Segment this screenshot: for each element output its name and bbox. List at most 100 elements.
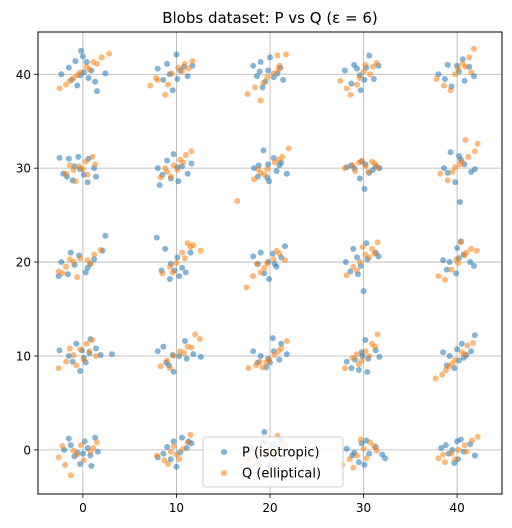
- data-point: [276, 162, 283, 169]
- data-point: [58, 259, 65, 266]
- data-point: [190, 351, 197, 358]
- data-point: [154, 348, 161, 355]
- data-point: [354, 65, 360, 72]
- data-point: [432, 375, 439, 382]
- data-point: [470, 339, 476, 346]
- data-point: [470, 45, 477, 52]
- data-point: [164, 444, 171, 451]
- data-point: [343, 358, 350, 365]
- data-point: [362, 61, 369, 68]
- data-point: [444, 177, 451, 184]
- data-point: [252, 362, 259, 369]
- data-point: [366, 352, 373, 359]
- data-point: [468, 348, 475, 355]
- data-point: [278, 340, 285, 347]
- data-point: [85, 75, 92, 82]
- data-point: [341, 365, 348, 372]
- data-point: [341, 67, 348, 74]
- data-point: [347, 91, 354, 98]
- data-point: [355, 367, 362, 374]
- data-point: [471, 148, 478, 155]
- data-point: [188, 344, 195, 351]
- data-point: [354, 452, 360, 459]
- data-point: [458, 340, 465, 347]
- data-point: [435, 273, 442, 280]
- data-point: [350, 245, 357, 252]
- data-point: [176, 273, 183, 280]
- data-point: [361, 185, 368, 192]
- y-tick-label: 30: [16, 162, 31, 176]
- data-point: [179, 249, 186, 256]
- data-point: [269, 335, 276, 342]
- legend-marker-q: [221, 470, 227, 476]
- data-point: [165, 460, 172, 467]
- data-point: [66, 256, 73, 263]
- data-point: [78, 442, 85, 449]
- data-point: [359, 352, 366, 359]
- data-point: [362, 163, 369, 170]
- data-point: [185, 65, 192, 72]
- data-point: [93, 60, 100, 67]
- data-point: [55, 454, 62, 461]
- data-point: [363, 240, 370, 247]
- data-point: [264, 260, 271, 266]
- data-point: [350, 263, 357, 270]
- data-point: [257, 97, 264, 104]
- data-point: [257, 269, 264, 276]
- data-point: [74, 82, 81, 89]
- data-point: [175, 64, 182, 71]
- data-point: [250, 62, 257, 69]
- data-point: [88, 462, 95, 469]
- data-point: [461, 351, 468, 358]
- data-point: [360, 288, 367, 295]
- data-point: [174, 254, 181, 261]
- data-point: [164, 157, 171, 164]
- data-point: [159, 270, 166, 277]
- data-point: [176, 352, 183, 359]
- data-point: [74, 451, 81, 458]
- data-point: [441, 75, 448, 82]
- data-point: [360, 445, 367, 452]
- data-point: [448, 450, 455, 457]
- data-point: [179, 264, 186, 271]
- data-point: [179, 434, 186, 441]
- data-point: [87, 260, 94, 267]
- data-point: [471, 166, 478, 173]
- data-point: [264, 74, 271, 81]
- data-point: [89, 337, 96, 343]
- data-point: [265, 161, 272, 168]
- data-point: [449, 360, 456, 367]
- data-point: [257, 59, 264, 66]
- data-point: [77, 255, 84, 262]
- data-point: [164, 357, 171, 364]
- data-point: [70, 352, 77, 359]
- data-point: [447, 149, 454, 156]
- data-point: [182, 269, 189, 276]
- data-point: [440, 257, 447, 264]
- legend-marker-p: [221, 449, 227, 455]
- data-point: [253, 260, 260, 267]
- data-point: [359, 244, 366, 251]
- y-tick-label: 40: [16, 68, 31, 82]
- data-point: [367, 439, 374, 446]
- data-point: [86, 66, 93, 73]
- data-point: [453, 256, 460, 263]
- data-point: [154, 165, 161, 172]
- data-point: [463, 448, 470, 455]
- data-point: [170, 443, 177, 450]
- data-point: [157, 174, 164, 181]
- data-point: [102, 70, 109, 77]
- data-point: [343, 85, 350, 92]
- data-point: [62, 461, 69, 468]
- data-point: [234, 198, 241, 205]
- data-point: [174, 75, 181, 82]
- data-point: [370, 443, 377, 450]
- data-point: [160, 76, 167, 83]
- data-point: [354, 351, 360, 358]
- data-point: [250, 273, 257, 280]
- x-tick-label: 0: [79, 501, 87, 515]
- data-point: [466, 54, 473, 61]
- data-point: [173, 463, 180, 470]
- data-point: [89, 153, 96, 160]
- data-point: [462, 136, 469, 143]
